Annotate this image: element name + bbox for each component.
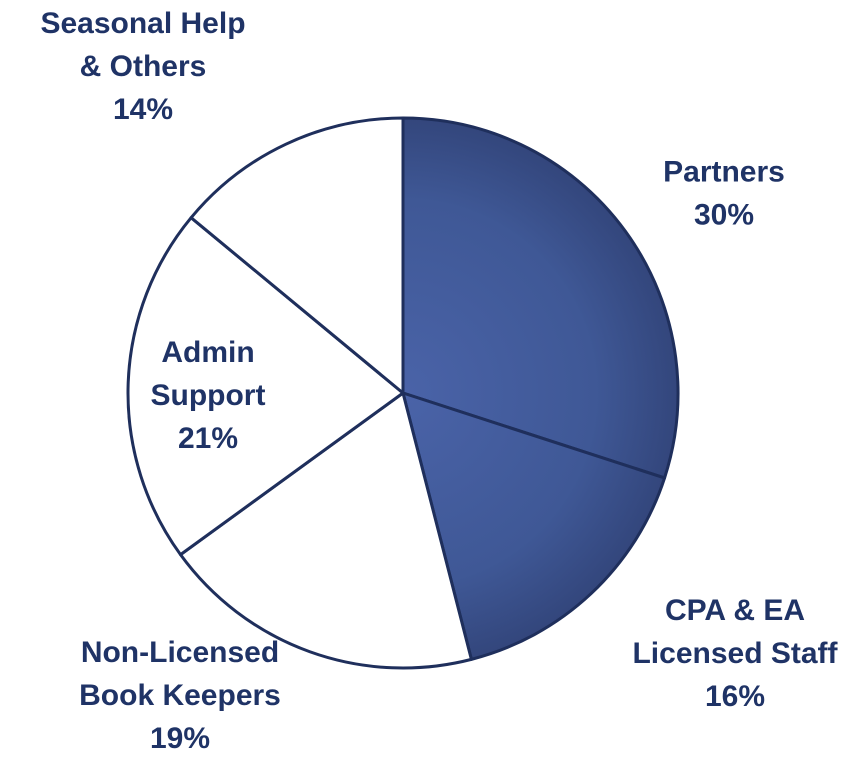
labels: Partners 30% CPA & EA Licensed Staff 16% Non-…: [40, 7, 838, 755]
pie-slice: [126, 216, 405, 557]
pie-slice: [189, 116, 405, 395]
pie-slice: [179, 391, 473, 670]
pie-slice: [401, 391, 667, 661]
slice-value-label: 16%: [705, 680, 765, 713]
slice-label: CPA & EA: [665, 594, 805, 627]
pie: [126, 116, 680, 670]
slice-value-label: 19%: [150, 722, 210, 755]
slice-label: Support: [151, 379, 266, 412]
slice-value-label: 30%: [694, 198, 754, 231]
slice-label: Book Keepers: [79, 679, 281, 712]
slice-label: Seasonal Help: [40, 7, 245, 40]
slice-label: Admin: [161, 336, 254, 369]
slice-label: Partners: [663, 155, 785, 188]
slice-label: Licensed Staff: [632, 637, 838, 670]
pie-slice: [401, 116, 680, 480]
slice-value-label: 14%: [113, 93, 173, 126]
slice-value-label: 21%: [178, 422, 238, 455]
slice-label: Non-Licensed: [81, 636, 279, 669]
slice-label: & Others: [80, 50, 207, 83]
